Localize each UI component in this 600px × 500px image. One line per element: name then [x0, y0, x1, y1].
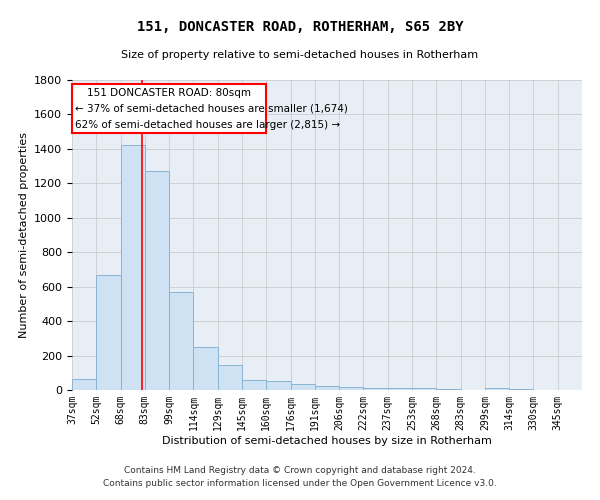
- Bar: [290, 384, 315, 390]
- Text: 151 DONCASTER ROAD: 80sqm: 151 DONCASTER ROAD: 80sqm: [87, 88, 251, 98]
- Bar: [315, 386, 339, 390]
- Text: Contains HM Land Registry data © Crown copyright and database right 2024.
Contai: Contains HM Land Registry data © Crown c…: [103, 466, 497, 487]
- Bar: [72, 84, 266, 134]
- Bar: [72, 379, 96, 390]
- X-axis label: Distribution of semi-detached houses by size in Rotherham: Distribution of semi-detached houses by …: [162, 436, 492, 446]
- Bar: [169, 292, 193, 390]
- Bar: [121, 146, 145, 390]
- Bar: [193, 347, 218, 390]
- Bar: [339, 386, 364, 390]
- Bar: [412, 388, 436, 390]
- Y-axis label: Number of semi-detached properties: Number of semi-detached properties: [19, 132, 29, 338]
- Bar: [266, 380, 290, 390]
- Text: Size of property relative to semi-detached houses in Rotherham: Size of property relative to semi-detach…: [121, 50, 479, 60]
- Bar: [436, 389, 461, 390]
- Text: 151, DONCASTER ROAD, ROTHERHAM, S65 2BY: 151, DONCASTER ROAD, ROTHERHAM, S65 2BY: [137, 20, 463, 34]
- Bar: [218, 365, 242, 390]
- Bar: [388, 388, 412, 390]
- Bar: [364, 388, 388, 390]
- Bar: [96, 274, 121, 390]
- Text: ← 37% of semi-detached houses are smaller (1,674): ← 37% of semi-detached houses are smalle…: [75, 104, 348, 114]
- Text: 62% of semi-detached houses are larger (2,815) →: 62% of semi-detached houses are larger (…: [75, 120, 340, 130]
- Bar: [145, 172, 169, 390]
- Bar: [485, 388, 509, 390]
- Bar: [242, 380, 266, 390]
- Bar: [509, 389, 533, 390]
